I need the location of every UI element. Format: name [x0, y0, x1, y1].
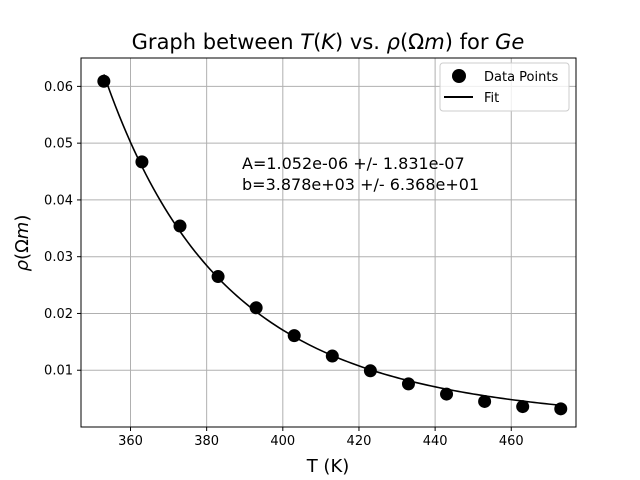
x-tick-label: 440 [423, 434, 448, 449]
x-tick-label: 420 [347, 434, 372, 449]
chart-title-part: Ge [495, 30, 524, 54]
chart-title-part: ) vs. [335, 30, 387, 54]
x-tick-label: 360 [118, 434, 143, 449]
data-point [554, 402, 568, 416]
x-axis-label: T (K) [306, 456, 350, 477]
data-point [401, 377, 415, 391]
data-point [478, 394, 492, 408]
y-axis-label-part: ρ [12, 259, 33, 271]
chart-title-part: ( [313, 30, 321, 54]
chart-title-part: (Ω [400, 30, 424, 54]
y-axis-ticks: 0.01 0.02 0.03 0.04 0.05 0.06 [44, 80, 81, 379]
data-point [249, 301, 263, 315]
data-point [97, 74, 111, 88]
legend: Data Points Fit [439, 62, 570, 112]
x-tick-label: 400 [270, 434, 295, 449]
data-point [287, 329, 301, 343]
chart-title-part: ρ [387, 30, 401, 54]
data-point [173, 219, 187, 233]
data-point [516, 400, 530, 414]
chart-title-part: m [424, 30, 444, 54]
x-tick-label: 460 [499, 434, 524, 449]
y-tick-label: 0.06 [44, 80, 73, 95]
chart-title: Graph between T(K) vs. ρ(Ωm) for Ge [132, 30, 525, 54]
data-point [440, 387, 454, 401]
chart-title-part: ) for [445, 30, 495, 54]
chart-title-part: Graph between [132, 30, 301, 54]
y-tick-label: 0.03 [44, 250, 73, 265]
annotation-line-a: A=1.052e-06 +/- 1.831e-07 [242, 154, 465, 173]
data-point [363, 364, 377, 378]
y-tick-label: 0.05 [44, 137, 73, 152]
data-point [211, 270, 225, 284]
data-point [135, 155, 149, 169]
x-tick-label: 380 [194, 434, 219, 449]
legend-label-fit: Fit [484, 91, 499, 106]
y-axis-label-part: m [12, 222, 33, 240]
data-point [325, 349, 339, 363]
y-axis-label-part: (Ω [12, 239, 33, 260]
y-tick-label: 0.02 [44, 307, 73, 322]
legend-marker-data-points [452, 69, 466, 83]
x-axis-ticks: 360 380 400 420 440 460 [118, 427, 524, 449]
chart-title-part: T [300, 30, 315, 54]
plot-frame [80, 57, 577, 428]
legend-label-data-points: Data Points [484, 70, 558, 85]
y-axis-label-part: ) [12, 215, 33, 222]
legend-box [439, 62, 570, 112]
chart-title-part: K [321, 30, 337, 54]
grid-lines [81, 58, 576, 427]
fit-parameters-annotation: A=1.052e-06 +/- 1.831e-07 b=3.878e+03 +/… [242, 154, 479, 194]
y-tick-label: 0.01 [44, 364, 73, 379]
y-tick-label: 0.04 [44, 193, 73, 208]
annotation-line-b: b=3.878e+03 +/- 6.368e+01 [242, 175, 479, 194]
y-axis-label: ρ(Ωm) [12, 215, 33, 272]
data-points-layer [97, 74, 568, 416]
